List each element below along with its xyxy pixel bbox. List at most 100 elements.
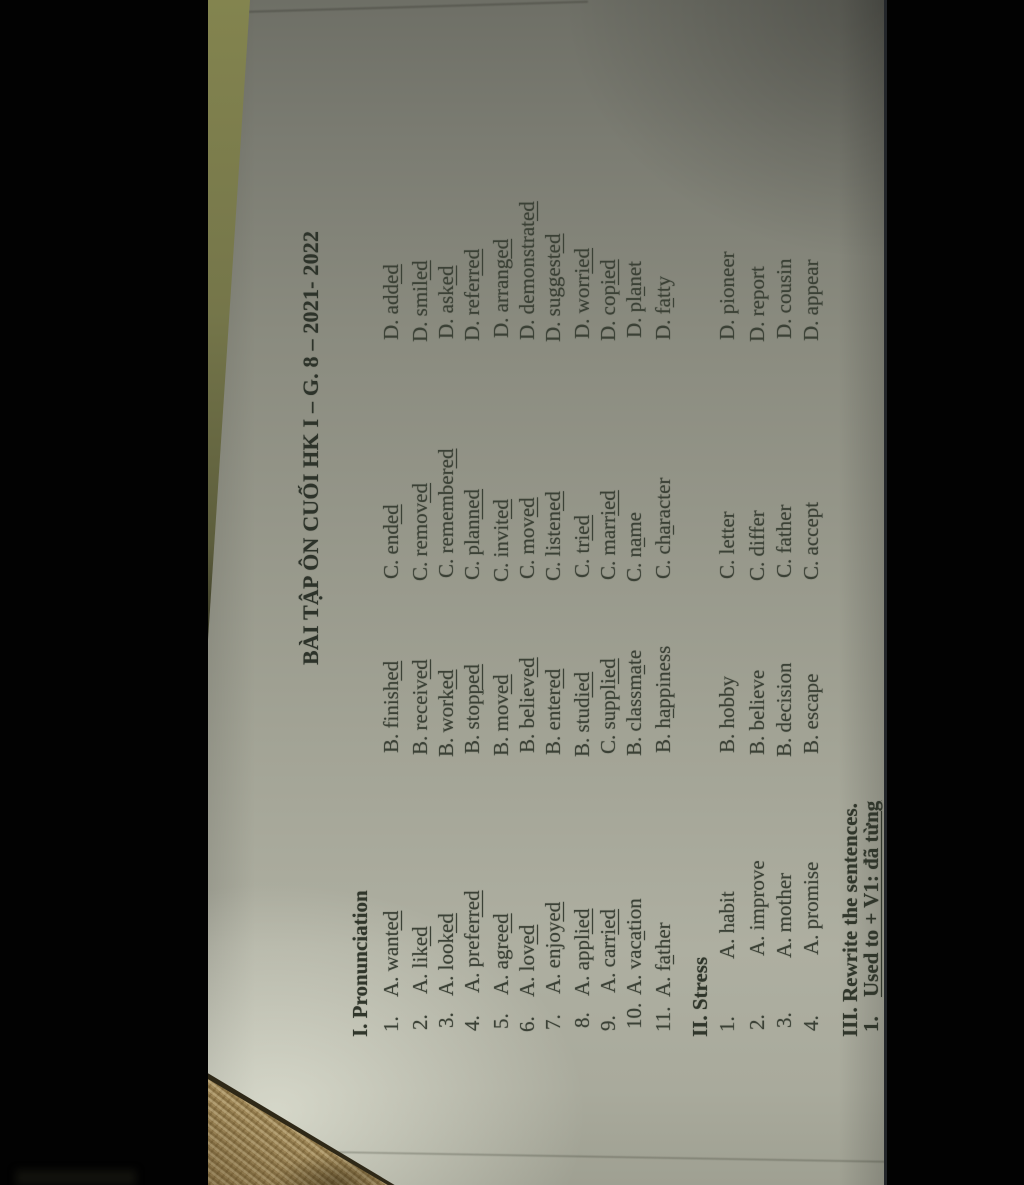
option-b: B. received bbox=[408, 659, 432, 755]
question-number: 8. bbox=[570, 1012, 594, 1028]
underlined-letters: ped bbox=[460, 664, 484, 695]
underlined-letters: red bbox=[460, 248, 484, 276]
document-title: BÀI TẬP ÔN CUỐI HK I – G. 8 – 2021- 2022 bbox=[298, 230, 323, 665]
option-d: D. copied bbox=[596, 259, 620, 341]
option-c: C. remembered bbox=[434, 448, 458, 578]
question-line: 6. A. loved B. believed C. moved D. demonstr… bbox=[515, 0, 540, 1185]
question-line: 2. A. improve B. believe C. differ D. report bbox=[745, 0, 770, 1185]
underlined-letters: ned bbox=[460, 489, 484, 520]
worksheet-paper: BÀI TẬP ÔN CUỐI HK I – G. 8 – 2021- 2022… bbox=[208, 0, 886, 1185]
underlined-letters: ied bbox=[570, 908, 594, 935]
underlined-letters: red bbox=[460, 890, 484, 918]
option-c: C. removed bbox=[408, 483, 432, 581]
option-b: B. stopped bbox=[460, 664, 484, 754]
underlined-letters: ed bbox=[408, 659, 432, 680]
underlined-letters: ed bbox=[434, 913, 458, 933]
option-b: B. believe bbox=[745, 669, 769, 755]
question-line: 8. A. applied B. studied C. tried D. worried bbox=[570, 0, 595, 1185]
option-c: C. accept bbox=[799, 501, 823, 580]
option-b: B. hobby bbox=[715, 675, 739, 753]
question-number: 2. bbox=[408, 1014, 432, 1030]
option-d: D. pioneer bbox=[715, 251, 739, 340]
section-heading-text: I. Pronunciation bbox=[348, 890, 372, 1037]
question-line: 1. A. habit B. hobby C. letter D. pioneer bbox=[715, 0, 740, 1185]
option-a: A. father bbox=[651, 922, 675, 997]
question-number: 5. bbox=[489, 1013, 513, 1029]
underlined-letters: a bbox=[651, 298, 675, 308]
question-number: 9. bbox=[596, 1015, 620, 1031]
underlined-letters: ed bbox=[434, 669, 458, 690]
document-content: BÀI TẬP ÔN CUỐI HK I – G. 8 – 2021- 2022… bbox=[208, 0, 886, 1185]
underlined-letters: ed bbox=[379, 264, 403, 284]
question-line: 5. A. agreed B. moved C. invited D. arranged bbox=[489, 0, 514, 1185]
underlined-letters: a bbox=[651, 708, 675, 718]
underlined-letters: ed bbox=[489, 238, 513, 259]
option-b: B. entered bbox=[541, 668, 565, 755]
option-c: C. moved bbox=[515, 497, 539, 579]
underlined-letters: ed bbox=[408, 260, 432, 281]
option-b: B. studied bbox=[570, 671, 594, 757]
option-d: D. suggested bbox=[541, 233, 565, 343]
underlined-letters: ied bbox=[570, 515, 594, 541]
underlined-letters: ed bbox=[379, 504, 403, 525]
option-d: D. fatty bbox=[651, 275, 675, 340]
question-number: 6. bbox=[515, 1016, 539, 1032]
option-c: C. name bbox=[622, 512, 646, 582]
underlined-letters: ied bbox=[596, 658, 620, 684]
question-number: 1. bbox=[859, 1016, 883, 1032]
underlined-letters: ed bbox=[489, 913, 513, 934]
question-number: 2. bbox=[745, 1014, 769, 1030]
question-line: 1. A. wanted B. finished C. ended D. added bbox=[379, 0, 404, 1185]
option-a: A. promise bbox=[799, 861, 823, 955]
option-a: A. wanted bbox=[379, 910, 403, 997]
option-c: C. letter bbox=[715, 511, 739, 579]
option-a: A. agreed bbox=[489, 913, 513, 995]
question-line: 3. A. looked B. worked C. remembered D. aske… bbox=[434, 0, 459, 1185]
underlined-letters: ied bbox=[570, 671, 594, 698]
paper-right-edge bbox=[884, 0, 887, 1185]
question-number: 3. bbox=[434, 1012, 458, 1028]
underlined-letters: ed bbox=[515, 201, 539, 222]
question-number: 7. bbox=[541, 1014, 565, 1030]
option-c: C. ended bbox=[379, 504, 403, 579]
option-d: D. cousin bbox=[772, 258, 796, 340]
option-c: C. planned bbox=[460, 489, 484, 580]
option-d: D. arranged bbox=[489, 238, 513, 338]
option-b: B. finished bbox=[379, 660, 403, 753]
underlined-letters: ied bbox=[596, 259, 620, 285]
fabric-shadow bbox=[16, 1170, 136, 1185]
underlined-letters: ed bbox=[541, 233, 565, 254]
underlined-letters: a bbox=[622, 286, 646, 296]
question-line: 2. A. liked B. received C. removed D. smiled bbox=[408, 0, 433, 1185]
option-d: D. appear bbox=[799, 259, 823, 341]
option-a: A. preferred bbox=[460, 890, 484, 993]
question-line: 9. A. carried C. supplied C. married D. copi… bbox=[596, 0, 621, 1185]
option-b: C. supplied bbox=[596, 658, 620, 754]
question-number: 3. bbox=[772, 1012, 796, 1028]
section-heading-stress: II. Stress bbox=[688, 0, 713, 1185]
question-line: 7. A. enjoyed B. entered C. listened D. sugg… bbox=[541, 0, 566, 1185]
question-line: 11. A. father B. happiness C. character D. f… bbox=[651, 0, 676, 1185]
option-a: A. loved bbox=[515, 924, 539, 997]
option-a: A. looked bbox=[434, 913, 458, 996]
underlined-letters: a bbox=[651, 955, 675, 965]
option-b: B. worked bbox=[434, 669, 458, 758]
underlined-letters: ied bbox=[596, 490, 620, 516]
option-a: A. liked bbox=[408, 926, 432, 994]
underlined-letters: ed bbox=[541, 668, 565, 689]
option-a: A. vacation bbox=[622, 898, 646, 995]
underlined-letters: ed bbox=[515, 497, 539, 518]
underlined-letters: a bbox=[622, 930, 646, 941]
grammar-note: Used to + V1: đã từng bbox=[859, 801, 884, 997]
underlined-letters: a bbox=[651, 525, 675, 535]
option-a: A. carried bbox=[596, 909, 620, 993]
underlined-letters: ed bbox=[408, 926, 432, 947]
option-a: A. improve bbox=[745, 860, 769, 956]
section-heading-pronunciation: I. Pronunciation bbox=[348, 0, 373, 1185]
underlined-letters: ed bbox=[541, 901, 565, 922]
question-number: 10. bbox=[622, 1002, 646, 1029]
question-number: 1. bbox=[379, 1016, 403, 1032]
option-b: B. moved bbox=[489, 674, 513, 756]
underlined-letters: ed bbox=[434, 448, 458, 469]
